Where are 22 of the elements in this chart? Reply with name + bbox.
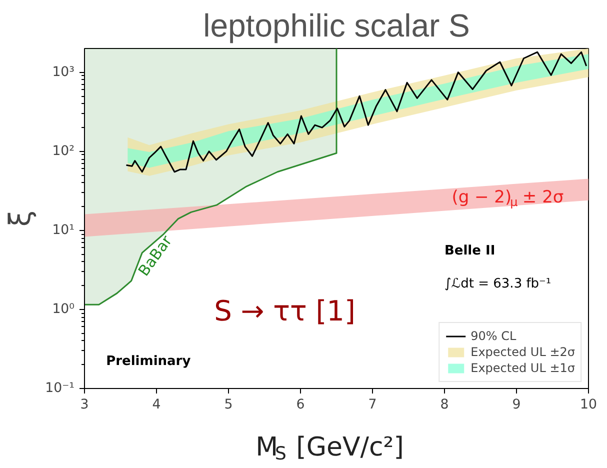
annotation: S → ττ [1] xyxy=(214,294,356,328)
x-tick-label: 10 xyxy=(580,398,597,412)
legend-label: Expected UL ±2σ xyxy=(470,345,575,359)
legend-label: Expected UL ±1σ xyxy=(470,361,575,375)
annotation: ∫ℒdt = 63.3 fb⁻¹ xyxy=(444,276,552,292)
y-tick-label: 10⁰ xyxy=(52,302,75,317)
x-tick-label: 4 xyxy=(152,398,161,412)
x-tick-label: 5 xyxy=(224,398,233,412)
x-tick-label: 6 xyxy=(296,398,305,412)
y-tick-label: 10⁻¹ xyxy=(45,381,75,396)
x-tick-label: 9 xyxy=(512,398,521,412)
y-tick-label: 10¹ xyxy=(52,222,75,238)
x-tick-label: 8 xyxy=(440,398,449,412)
y-tick-label: 10³ xyxy=(52,64,75,80)
x-tick-label: 3 xyxy=(80,398,89,412)
x-tick-label: 7 xyxy=(368,398,377,412)
chart-title: leptophilic scalar S xyxy=(203,8,470,44)
annotation: Preliminary xyxy=(106,354,192,369)
annotation: Belle II xyxy=(444,243,496,258)
legend-label: 90% CL xyxy=(470,329,516,343)
y-axis-title: ξ xyxy=(3,210,38,227)
y-tick-label: 10² xyxy=(52,144,75,159)
